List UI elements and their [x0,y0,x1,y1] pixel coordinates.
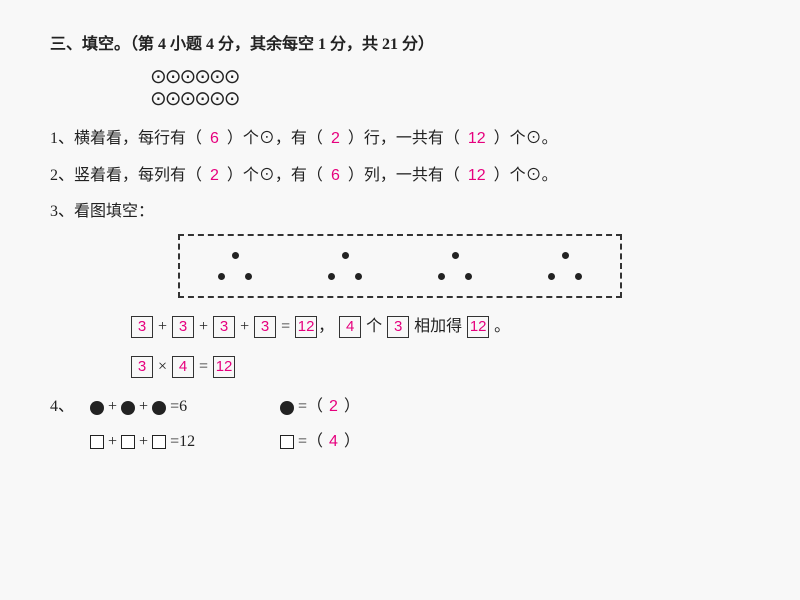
q3-mult-line: 3 × 4 = 12 [130,352,750,382]
q1-blank-b[interactable]: 2 [327,130,344,147]
question-1: 1、横着看，每行有（ 6 ）个⊙，有（ 2 ）行，一共有（ 12 ）个⊙。 [50,124,750,154]
q4-r1-sum: 6 [179,398,187,415]
question-3-label: 3、看图填空： [50,197,750,227]
dot-triangle [210,246,260,286]
phrase-result-box[interactable]: 12 [467,316,489,338]
q2-prefix: 2、竖着看，每列有（ [50,167,202,184]
dot-icon [575,273,582,280]
q2-blank-c[interactable]: 12 [464,167,490,184]
q1-suffix: ）个⊙。 [494,130,558,147]
phrase-end: 。 [494,318,510,335]
dot-icon [218,273,225,280]
q1-mid2: ）行，一共有（ [348,130,460,147]
empty-square-icon [121,435,135,449]
q4-label: 4、 [50,392,90,422]
phrase-each-box[interactable]: 3 [387,316,409,338]
add-box-b[interactable]: 3 [172,316,194,338]
empty-square-icon [280,435,294,449]
question-2: 2、竖着看，每列有（ 2 ）个⊙，有（ 6 ）列，一共有（ 12 ）个⊙。 [50,161,750,191]
filled-circle-icon [90,401,104,415]
q2-suffix: ）个⊙。 [494,167,558,184]
dot-icon [465,273,472,280]
q4-r2-shapes: + + =12 [90,427,280,457]
q2-blank-a[interactable]: 2 [206,167,223,184]
question-4-row1: 4、 + + =6 =（2） [50,392,750,422]
q1-mid1: ）个⊙，有（ [227,130,323,147]
q3-addition-line: 3 + 3 + 3 + 3 = 12， 4 个 3 相加得 12 。 [130,312,750,342]
q4-r2-answer[interactable]: 4 [323,433,344,450]
dot-triangle-box [178,234,622,298]
circle-grid: ⊙⊙⊙⊙⊙⊙ ⊙⊙⊙⊙⊙⊙ [150,66,750,110]
mult-box-b[interactable]: 4 [172,356,194,378]
add-box-c[interactable]: 3 [213,316,235,338]
phrase-mid: 个 [366,318,382,335]
empty-square-icon [90,435,104,449]
q1-prefix: 1、横着看，每行有（ [50,130,202,147]
question-4-row2: + + =12 =（4） [50,427,750,457]
phrase-count-box[interactable]: 4 [339,316,361,338]
dot-icon [342,252,349,259]
filled-circle-icon [121,401,135,415]
add-box-d[interactable]: 3 [254,316,276,338]
phrase-tail: 相加得 [414,318,462,335]
dot-icon [232,252,239,259]
q4-r1-rhs: =（2） [280,392,360,422]
dot-icon [245,273,252,280]
filled-circle-icon [280,401,294,415]
q2-mid1: ）个⊙，有（ [227,167,323,184]
q1-blank-a[interactable]: 6 [206,130,223,147]
add-box-a[interactable]: 3 [131,316,153,338]
q4-r2-sum: 12 [179,433,195,450]
mult-box-a[interactable]: 3 [131,356,153,378]
q2-mid2: ）列，一共有（ [348,167,460,184]
section-heading: 三、填空。（第 4 小题 4 分，其余每空 1 分，共 21 分） [50,30,750,60]
dot-icon [548,273,555,280]
q4-r2-rhs: =（4） [280,427,360,457]
filled-circle-icon [152,401,166,415]
q4-r1-answer[interactable]: 2 [323,398,344,415]
q1-blank-c[interactable]: 12 [464,130,490,147]
dot-triangle [540,246,590,286]
mult-box-eq[interactable]: 12 [213,356,235,378]
circle-row-2: ⊙⊙⊙⊙⊙⊙ [150,88,750,110]
dot-icon [452,252,459,259]
dot-icon [562,252,569,259]
q4-r1-shapes: + + =6 [90,392,280,422]
dot-icon [438,273,445,280]
dot-triangle [320,246,370,286]
q2-blank-b[interactable]: 6 [327,167,344,184]
circle-row-1: ⊙⊙⊙⊙⊙⊙ [150,66,750,88]
dot-triangle [430,246,480,286]
empty-square-icon [152,435,166,449]
dot-icon [328,273,335,280]
add-box-sum[interactable]: 12 [295,316,317,338]
dot-icon [355,273,362,280]
